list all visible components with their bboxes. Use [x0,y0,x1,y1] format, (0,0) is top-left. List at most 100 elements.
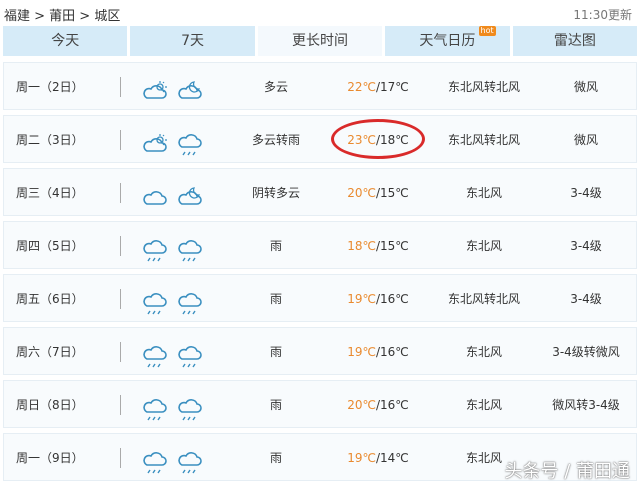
date: 周四（5日） [16,239,84,253]
rain-icon [141,287,169,315]
high-temp: 18℃ [347,239,376,253]
tab-7days[interactable]: 7天 [130,26,255,56]
date: 周一（2日） [16,80,84,94]
forecast-row: 周日（8日） 雨 20℃/16℃ 东北风 微风转3-4级 [3,380,637,428]
weather-desc: 多云转雨 [251,133,300,147]
divider [120,448,121,468]
divider [120,130,121,150]
date: 周二（3日） [16,133,84,147]
tab-longer[interactable]: 更长时间 [257,26,383,56]
divider [120,342,121,362]
temperature: 19℃/14℃ [328,434,428,482]
partly-cloudy-icon [141,75,169,99]
low-temp: /14℃ [375,451,409,465]
tab-label: 7天 [181,33,205,49]
rain-icon [176,287,204,315]
high-temp: 20℃ [347,398,376,412]
cloud-icon [141,181,169,205]
update-time: 11:30更新 [573,8,632,22]
wind-direction: 东北风 [465,186,502,200]
rain-icon [176,128,204,156]
tab-today[interactable]: 今天 [3,26,128,56]
hot-badge: hot [478,26,496,36]
breadcrumb: 福建 > 莆田 > 城区 [4,9,121,24]
tab-bar: 今天 7天 更长时间 天气日历 hot 雷达图 [3,26,638,56]
wind-level: 3-4级转微风 [552,345,620,359]
date: 周六（7日） [16,345,84,359]
rain-icon [176,340,204,368]
date: 周五（6日） [16,292,84,306]
low-temp: /17℃ [375,80,409,94]
forecast-row: 周四（5日） 雨 18℃/15℃ 东北风 3-4级 [3,221,637,269]
divider [120,183,121,203]
weather-desc: 雨 [269,345,282,359]
temperature: 19℃/16℃ [328,328,428,376]
weather-desc: 雨 [269,398,282,412]
wind-direction: 东北风 [465,451,502,465]
wind-direction: 东北风 [465,345,502,359]
date: 周日（8日） [16,398,84,412]
wind-level: 微风转3-4级 [552,398,620,412]
wind-level: 微风 [573,133,598,147]
divider [120,289,121,309]
weather-desc: 雨 [269,451,282,465]
tab-label: 今天 [51,33,80,49]
date: 周三（4日） [16,186,84,200]
low-temp: /16℃ [375,345,409,359]
rain-icon [176,393,204,421]
rain-icon [141,234,169,262]
forecast-row: 周六（7日） 雨 19℃/16℃ 东北风 3-4级转微风 [3,327,637,375]
wind-level: 3-4级 [570,186,602,200]
divider [120,395,121,415]
wind-direction: 东北风转北风 [447,80,520,94]
rain-icon [176,234,204,262]
wind-direction: 东北风 [465,398,502,412]
tab-label: 天气日历 [419,33,476,49]
forecast-row: 周五（6日） 雨 19℃/16℃ 东北风转北风 3-4级 [3,274,637,322]
cloudy-night-icon [176,181,204,205]
wind-level: 3-4级 [570,239,602,253]
highlight-circle [331,119,425,159]
high-temp: 19℃ [347,292,376,306]
low-temp: /16℃ [375,292,409,306]
rain-icon [141,393,169,421]
high-temp: 20℃ [347,186,376,200]
cloudy-night-icon [176,75,204,99]
temperature: 18℃/15℃ [328,222,428,270]
wind-level: 微风 [573,80,598,94]
high-temp: 22℃ [347,80,376,94]
wind-direction: 东北风转北风 [447,292,520,306]
tab-radar[interactable]: 雷达图 [512,26,638,56]
temperature: 20℃/16℃ [328,381,428,429]
wind-direction: 东北风转北风 [447,133,520,147]
weather-desc: 雨 [269,239,282,253]
rain-icon [176,446,204,474]
low-temp: /15℃ [375,186,409,200]
temperature: 19℃/16℃ [328,275,428,323]
forecast-row: 周三（4日） 阴转多云 20℃/15℃ 东北风 3-4级 [3,168,637,216]
wind-level: 3-4级 [570,292,602,306]
wind-direction: 东北风 [465,239,502,253]
rain-icon [141,446,169,474]
forecast-row: 周二（3日） 多云转雨 23℃/18℃ 东北风转北风 微风 [3,115,637,163]
temperature: 22℃/17℃ [328,63,428,111]
watermark: 头条号 / 莆田通 [504,461,630,482]
rain-icon [141,340,169,368]
weather-desc: 多云 [263,80,288,94]
high-temp: 19℃ [347,345,376,359]
date: 周一（9日） [16,451,84,465]
tab-calendar[interactable]: 天气日历 hot [385,26,510,56]
tab-label: 雷达图 [553,33,596,49]
low-temp: /15℃ [375,239,409,253]
weather-desc: 雨 [269,292,282,306]
forecast-row: 周一（9日） 雨 19℃/14℃ 东北风 [3,433,637,481]
temperature: 20℃/15℃ [328,169,428,217]
low-temp: /16℃ [375,398,409,412]
weather-desc: 阴转多云 [251,186,300,200]
high-temp: 19℃ [347,451,376,465]
divider [120,77,121,97]
forecast-row: 周一（2日） 多云 22℃/17℃ 东北风转北风 微风 [3,62,637,110]
divider [120,236,121,256]
tab-label: 更长时间 [292,33,349,49]
partly-cloudy-icon [141,128,169,152]
